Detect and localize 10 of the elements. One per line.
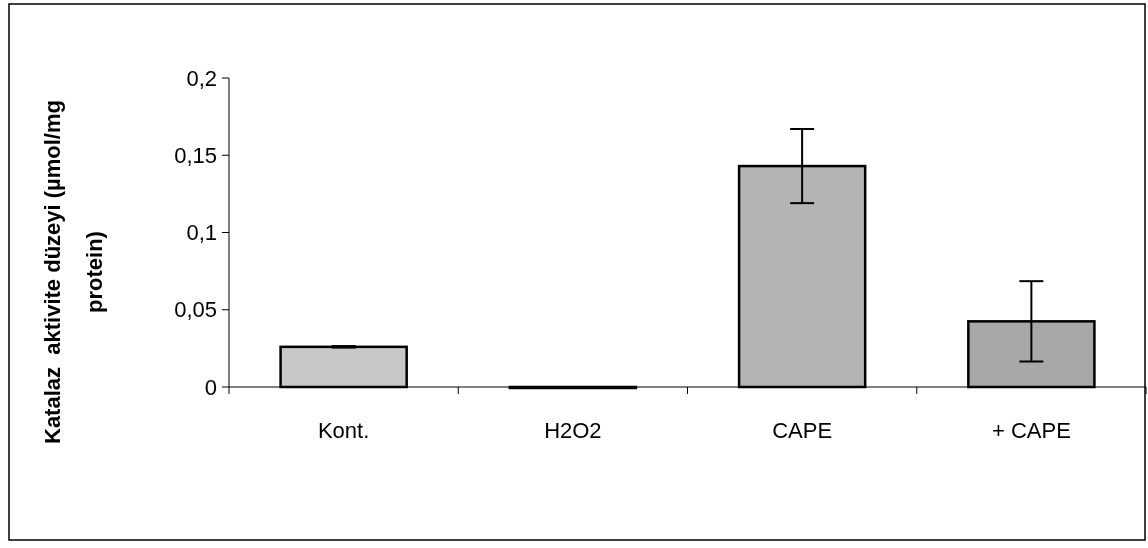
- y-tick-label: 0,1: [186, 220, 217, 246]
- y-tick-label: 0,05: [174, 297, 217, 323]
- y-axis-title: Katalaz aktivite düzeyi (µmol/mg protein): [39, 100, 107, 444]
- y-tick-label: 0: [204, 374, 217, 400]
- y-tick-label: 0,2: [186, 65, 217, 91]
- x-tick-label: H2O2: [544, 418, 602, 443]
- y-tick-label: 0,15: [174, 142, 217, 168]
- x-tick-label: Kont.: [317, 418, 370, 443]
- x-tick-label: + CAPE: [991, 418, 1071, 443]
- x-tick-label: CAPE: [772, 418, 833, 443]
